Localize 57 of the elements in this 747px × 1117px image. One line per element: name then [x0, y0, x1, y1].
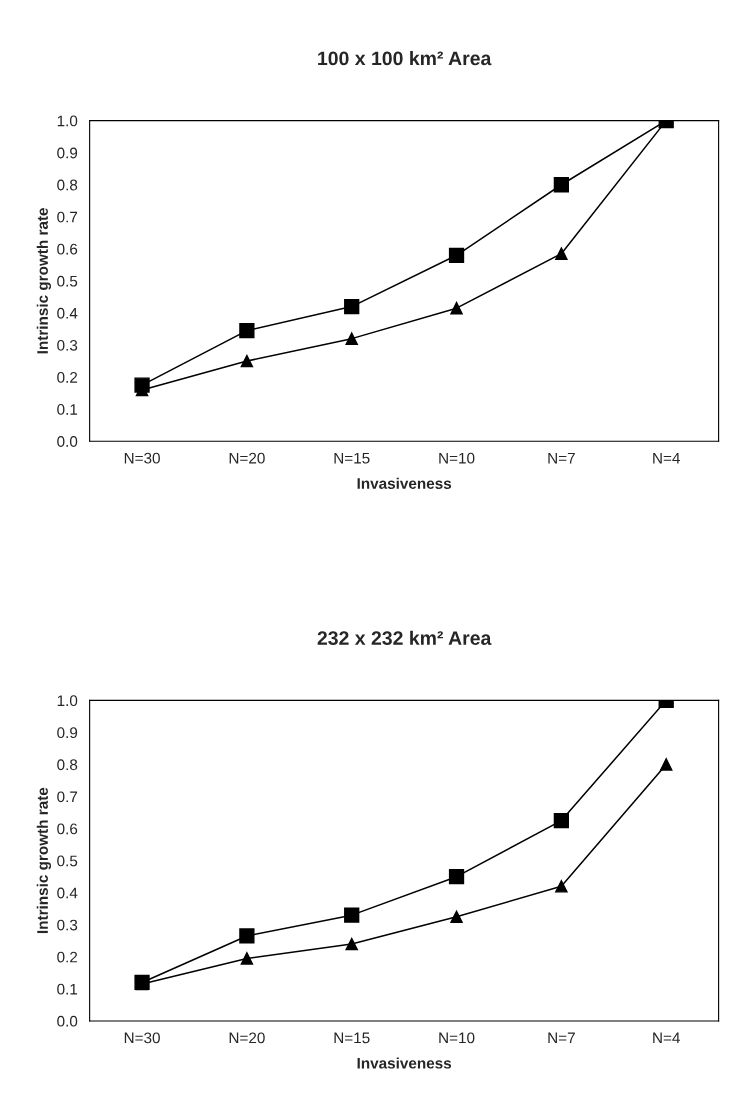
y-tick-label: 0.4: [57, 307, 78, 319]
x-tick-label: N=7: [548, 1032, 575, 1044]
y-tick-label: 0.1: [57, 983, 78, 995]
x-tick-label: N=7: [548, 452, 575, 464]
x-tick-label: N=15: [334, 1032, 370, 1044]
y-tick-label: 0.3: [57, 919, 78, 931]
y-tick-label: 0.4: [57, 887, 78, 899]
y-tick-label: 0.1: [57, 404, 78, 415]
point: [553, 177, 570, 193]
chart-title: 232 x 232 km² Area: [317, 630, 492, 646]
point: [239, 928, 255, 944]
y-tick-label: 0.2: [57, 951, 78, 963]
point: [659, 758, 673, 771]
y-tick-label: 0.7: [57, 211, 78, 223]
y-tick-label: 0.8: [57, 179, 78, 191]
x-tick-label: N=15: [334, 452, 370, 464]
x-axis-title: Invasiveness: [357, 477, 452, 489]
point: [239, 322, 255, 339]
y-axis-title: Intrinsic growth rate: [36, 208, 52, 354]
point: [450, 301, 463, 315]
point: [240, 354, 254, 368]
y-tick-label: 0.9: [57, 727, 78, 739]
y-tick-label: 0.7: [57, 791, 78, 803]
point: [345, 937, 358, 951]
x-tick-label: N=10: [439, 452, 475, 464]
y-tick-label: 1.0: [57, 115, 78, 127]
chart-title: 100 x 100 km² Area: [318, 50, 492, 66]
x-tick-label: N=10: [439, 1032, 475, 1044]
y-tick-label: 0.9: [57, 147, 78, 159]
point: [555, 247, 568, 260]
point: [553, 812, 570, 829]
point: [555, 880, 568, 893]
y-tick-label: 0.3: [57, 339, 78, 351]
x-axis-title: Invasiveness: [357, 1057, 452, 1069]
x-tick-label: N=30: [124, 1032, 160, 1044]
point: [448, 869, 465, 885]
point: [450, 910, 463, 924]
y-tick-label: 0.6: [57, 823, 78, 835]
point: [344, 907, 360, 923]
y-tick-label: 0.5: [57, 855, 78, 867]
y-tick-label: 0.6: [57, 243, 78, 255]
x-tick-label: N=20: [229, 1032, 265, 1044]
y-axis-title: Intrinsic growth rate: [36, 787, 52, 934]
y-tick-label: 0.2: [57, 371, 78, 383]
point: [240, 952, 254, 965]
y-tick-label: 1.0: [57, 695, 78, 707]
x-tick-label: N=20: [229, 452, 265, 464]
y-tick-label: 0.8: [57, 759, 78, 771]
y-tick-label: 0.0: [57, 436, 78, 447]
x-tick-label: N=4: [653, 452, 680, 464]
point: [345, 332, 358, 345]
point: [448, 247, 465, 263]
y-tick-label: 0.0: [57, 1015, 78, 1027]
y-tick-label: 0.5: [57, 275, 78, 287]
x-tick-label: N=4: [653, 1032, 680, 1044]
x-tick-label: N=30: [124, 452, 160, 464]
point: [344, 298, 360, 315]
